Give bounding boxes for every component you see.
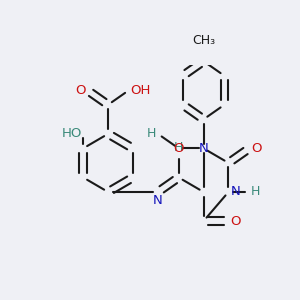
Text: N: N — [199, 142, 208, 155]
Text: HO: HO — [62, 128, 82, 140]
Text: O: O — [173, 142, 184, 155]
Text: O: O — [230, 214, 241, 227]
Text: H: H — [174, 141, 183, 154]
Text: H: H — [147, 128, 156, 140]
Text: OH: OH — [130, 84, 151, 97]
Text: O: O — [75, 84, 86, 97]
Text: H: H — [251, 185, 260, 199]
Text: CH₃: CH₃ — [192, 34, 215, 47]
Text: N: N — [153, 194, 163, 207]
Text: N: N — [231, 185, 240, 199]
Text: O: O — [251, 142, 261, 155]
